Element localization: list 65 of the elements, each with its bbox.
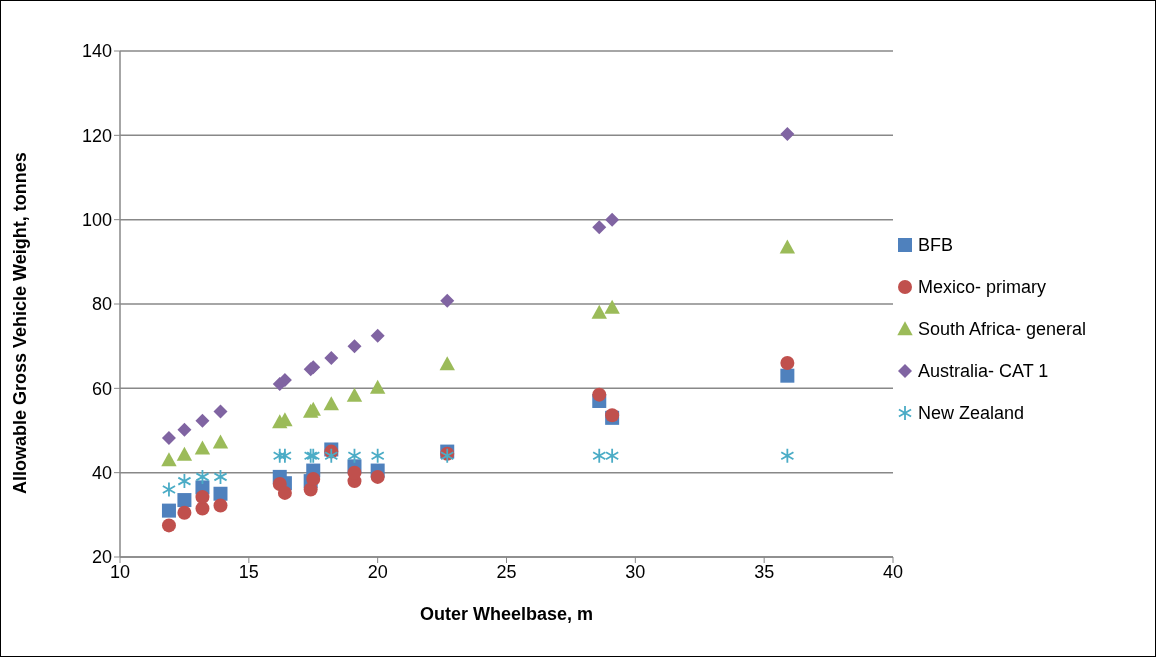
x-axis-title: Outer Wheelbase, m <box>419 603 594 624</box>
point <box>213 486 228 501</box>
y-tick-label: 60 <box>91 378 112 399</box>
point <box>161 481 176 498</box>
x-tick-label: 20 <box>367 561 388 582</box>
point <box>347 447 362 464</box>
y-tick-label: 120 <box>81 125 112 146</box>
legend-label: BFB <box>918 234 954 256</box>
x-tick-label: 10 <box>109 561 131 582</box>
point <box>370 447 385 464</box>
point <box>177 505 192 520</box>
point <box>195 490 210 505</box>
point <box>591 304 607 319</box>
point <box>780 127 795 142</box>
point <box>176 446 193 461</box>
point <box>370 328 385 343</box>
point <box>213 498 228 513</box>
point <box>194 440 211 455</box>
point <box>323 396 339 411</box>
point <box>370 469 385 484</box>
y-axis-title: Allowable Gross Vehicle Weight, tonnes <box>10 152 31 494</box>
point <box>605 212 620 227</box>
point <box>780 447 795 464</box>
point <box>592 387 607 402</box>
point <box>177 473 192 489</box>
point <box>195 468 210 485</box>
legend-label: New Zealand <box>918 402 1025 424</box>
point <box>347 339 362 354</box>
point <box>161 518 176 533</box>
point <box>592 447 607 464</box>
x-tick-label: 15 <box>238 561 259 582</box>
point <box>346 387 363 402</box>
point <box>592 220 607 235</box>
point <box>161 503 176 518</box>
y-tick-label: 80 <box>91 294 112 315</box>
point <box>369 379 386 394</box>
point <box>161 431 176 446</box>
legend-label: Australia- CAT 1 <box>918 360 1049 382</box>
x-tick-label: 25 <box>496 561 517 582</box>
legend-label: Mexico- primary <box>918 276 1047 298</box>
y-tick-label: 140 <box>81 41 112 62</box>
point <box>780 368 795 383</box>
y-tick-label: 40 <box>91 463 112 484</box>
y-tick-label: 20 <box>91 547 112 568</box>
x-tick-label: 35 <box>754 561 775 582</box>
point <box>324 447 339 464</box>
point <box>212 434 229 449</box>
point <box>440 293 455 308</box>
point <box>195 413 210 428</box>
point <box>439 356 455 371</box>
point <box>277 485 292 500</box>
point <box>780 356 795 371</box>
point <box>177 493 192 508</box>
y-tick-label: 100 <box>81 210 112 231</box>
x-tick-label: 30 <box>625 561 646 582</box>
point <box>213 468 228 485</box>
point <box>779 239 796 254</box>
x-tick-label: 40 <box>882 561 904 582</box>
point <box>604 299 620 314</box>
legend-label: South Africa- general <box>918 318 1087 340</box>
point <box>177 422 192 437</box>
point <box>213 404 228 419</box>
point <box>605 447 620 464</box>
point <box>161 452 177 467</box>
point <box>324 350 339 365</box>
